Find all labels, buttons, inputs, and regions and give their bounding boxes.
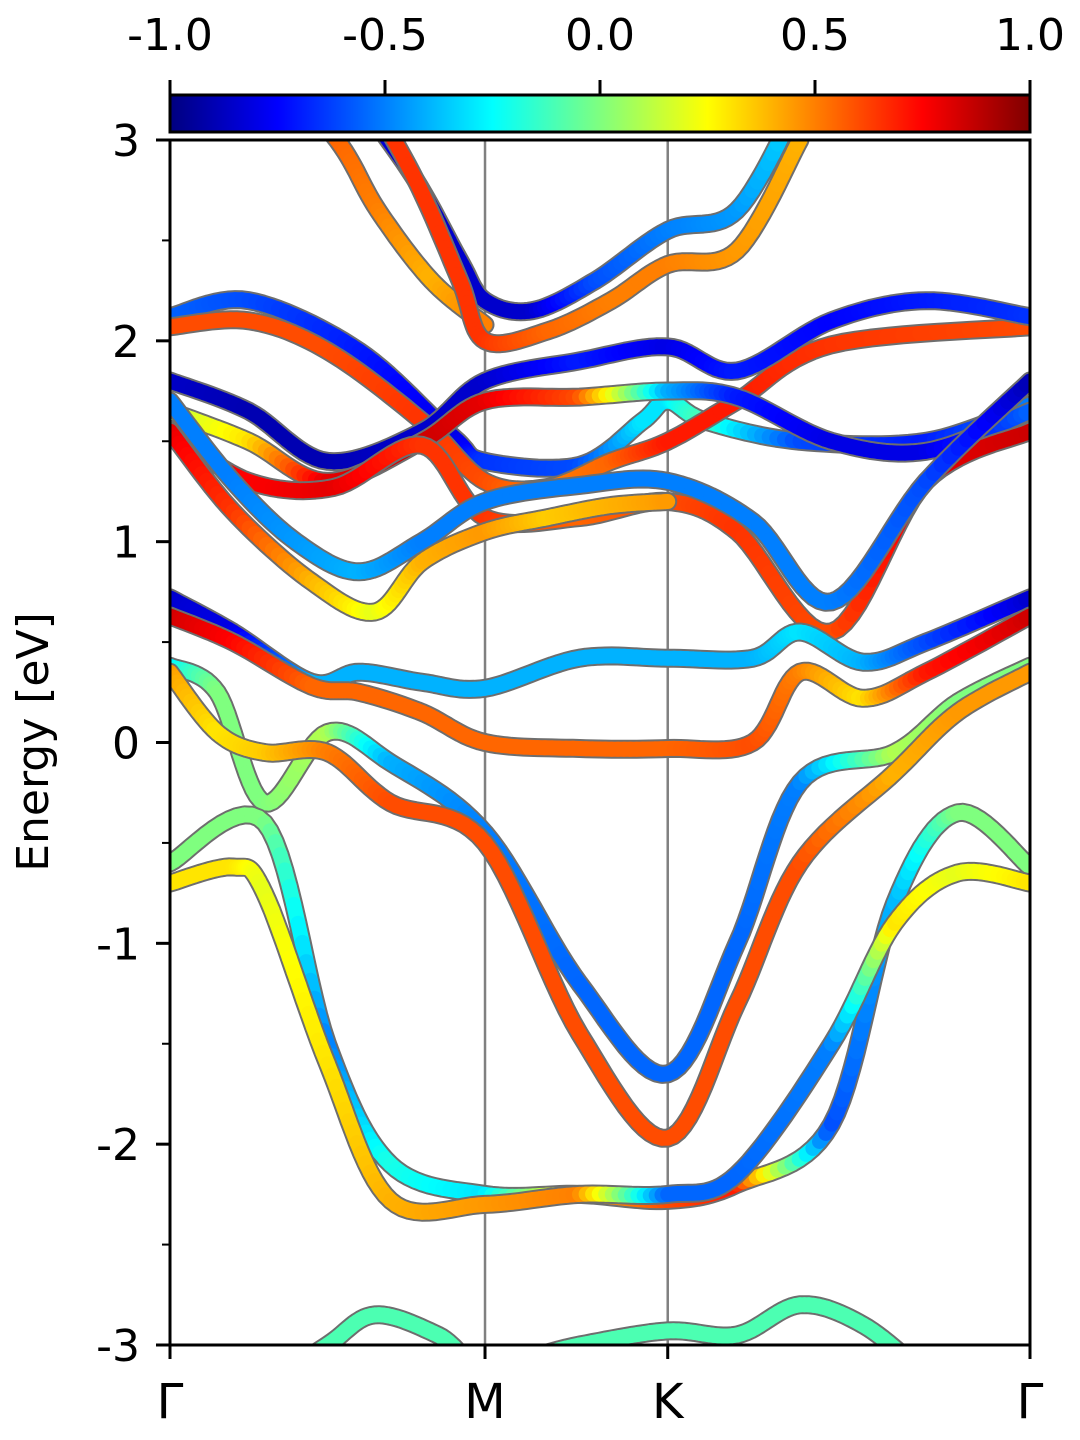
kpoint-label: Γ	[157, 1374, 184, 1430]
band-segment	[553, 1340, 573, 1345]
band-segment	[502, 1363, 509, 1364]
band-segment	[274, 1376, 278, 1379]
band-segment	[475, 315, 493, 333]
band-segment	[465, 1358, 468, 1360]
band-segment	[446, 1339, 463, 1345]
band	[170, 421, 678, 622]
band-segment	[309, 1354, 314, 1357]
y-tick-label: -1	[96, 919, 140, 970]
band	[170, 606, 1030, 760]
band-segment	[265, 60, 271, 66]
band-segment	[530, 1356, 537, 1358]
band-segment	[258, 54, 264, 60]
colorbar-tick-label: 0.5	[780, 10, 850, 61]
y-axis-ticks: -3 -2 -1 0 1 2 3	[96, 116, 170, 1372]
band-segment	[904, 1356, 909, 1360]
colorbar: -1.0 -0.5 0.0 0.5 1.0	[127, 10, 1065, 134]
bands	[170, 0, 1030, 1386]
band-segment	[496, 1364, 502, 1365]
band-segment	[924, 1373, 927, 1375]
band-segment	[548, 1344, 555, 1345]
kpoint-label: Γ	[1017, 1374, 1044, 1430]
band-segment	[917, 1367, 921, 1370]
y-tick-label: 3	[112, 116, 140, 167]
band-segment	[472, 1362, 476, 1364]
y-tick-label: 0	[112, 719, 140, 770]
band-segment	[270, 1379, 274, 1381]
band-segment	[278, 1373, 283, 1376]
colorbar-gradient	[168, 93, 1032, 134]
colorbar-tick-label: 0.0	[565, 10, 635, 61]
band-outline	[324, 140, 495, 335]
band-segment	[288, 1367, 293, 1370]
band-segment	[908, 1360, 912, 1364]
band	[359, 80, 810, 354]
band-segment	[894, 1343, 903, 1345]
kpoint-label: M	[464, 1374, 505, 1430]
colorbar-tick-label: 1.0	[995, 10, 1065, 61]
band-segment	[523, 1358, 530, 1360]
band-segment	[361, 84, 364, 89]
band-segment	[191, 0, 198, 2]
y-tick-label: 2	[112, 317, 140, 368]
band	[170, 371, 1030, 612]
band-segment	[282, 77, 288, 83]
band-segment	[198, 2, 205, 8]
band-segment	[459, 1353, 462, 1356]
band-segment	[913, 1364, 917, 1368]
band-segment	[559, 1338, 581, 1345]
y-tick-label: -2	[96, 1120, 140, 1171]
band-segment	[548, 1342, 565, 1345]
band-segment	[221, 21, 229, 28]
band-segment	[270, 65, 276, 71]
band-segment	[267, 1381, 270, 1383]
band-segment	[213, 15, 221, 22]
band-segment	[244, 41, 251, 48]
band-segment	[229, 28, 237, 35]
band-segment	[537, 1354, 544, 1356]
band-segment	[298, 1360, 303, 1363]
band-segment	[293, 1364, 298, 1367]
band-segment	[476, 1363, 480, 1364]
band	[191, 0, 495, 335]
band-segment	[920, 1370, 923, 1373]
colorbar-ticks: -1.0 -0.5 0.0 0.5 1.0	[127, 10, 1065, 95]
y-tick-label: 1	[112, 518, 140, 569]
band	[265, 1295, 927, 1386]
band	[170, 662, 1030, 1148]
plot-area: -3 -2 -1 0 1 2 3 Γ M K Γ	[96, 0, 1044, 1430]
band-segment	[283, 1370, 288, 1373]
band-segment	[469, 1360, 473, 1362]
y-axis-title: Energy [eV]	[8, 612, 59, 872]
band-segment	[288, 83, 294, 89]
colorbar-tick-label: -0.5	[342, 10, 428, 61]
band-segment	[313, 1343, 324, 1345]
band-segment	[304, 1357, 309, 1360]
band-segment	[886, 1339, 903, 1345]
band-segment	[359, 80, 361, 84]
band-segment	[236, 34, 244, 41]
colorbar-tick-label: -1.0	[127, 10, 213, 61]
band-segment	[480, 1365, 485, 1366]
band-segment	[516, 1360, 523, 1362]
band-segment	[462, 1355, 465, 1357]
band-segment	[265, 1384, 268, 1386]
y-tick-label: -3	[96, 1321, 140, 1372]
band-segment	[509, 1361, 516, 1362]
kpoint-label: K	[652, 1374, 685, 1430]
band	[170, 857, 1030, 1222]
band-segment	[770, 140, 789, 152]
band-segment	[450, 1342, 463, 1345]
band-segment	[276, 71, 282, 77]
band-segment	[251, 48, 258, 54]
band-segment	[313, 1340, 331, 1345]
